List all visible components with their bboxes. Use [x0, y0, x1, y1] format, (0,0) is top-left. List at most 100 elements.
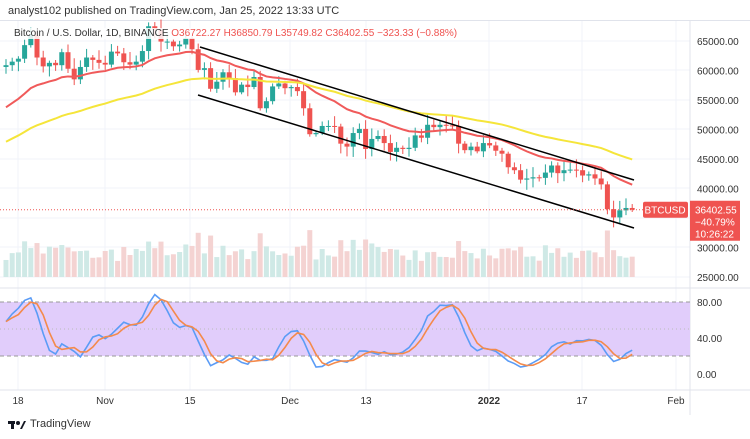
channel-lower-line	[197, 94, 635, 229]
volume-bar	[257, 233, 263, 277]
candle-body	[46, 62, 52, 67]
candle-body	[524, 178, 530, 180]
volume-bar	[629, 256, 635, 277]
candle-body	[468, 146, 474, 151]
candle-body	[325, 125, 331, 127]
candle-body	[71, 68, 77, 80]
candle-body	[28, 35, 34, 46]
volume-bar	[505, 248, 511, 277]
candle-body	[623, 207, 629, 211]
volume-bar	[34, 243, 40, 277]
candle-body	[369, 138, 375, 149]
candle-body	[3, 65, 9, 67]
volume-bar	[164, 255, 170, 277]
volume-bar	[319, 248, 325, 277]
candle-body	[400, 147, 406, 149]
volume-bar	[183, 244, 189, 277]
candle-body	[561, 170, 567, 174]
price-tag-text: −40.79%	[695, 218, 735, 229]
volume-bar	[604, 230, 610, 277]
low-value: L35749.82	[275, 28, 323, 39]
volume-bar	[549, 252, 555, 277]
candle-body	[363, 128, 369, 149]
volume-bar	[598, 257, 604, 277]
tradingview-logo-icon	[8, 421, 26, 429]
ohlc-legend: Bitcoin / U.S. Dollar, 1D, BINANCE O3672…	[14, 28, 458, 39]
volume-bar	[301, 245, 307, 277]
price-tick-label: 60000.00	[697, 67, 739, 78]
volume-bar	[189, 245, 195, 277]
volume-bar	[369, 243, 375, 277]
volume-bar	[251, 251, 257, 277]
symbol-label: Bitcoin / U.S. Dollar, 1D, BINANCE	[14, 28, 169, 39]
candle-body	[530, 177, 536, 179]
volume-bar	[53, 247, 59, 277]
volume-bar	[536, 260, 542, 277]
volume-bar	[338, 240, 344, 277]
volume-bar	[220, 245, 226, 277]
volume-bar	[133, 248, 139, 277]
price-tick-label: 45000.00	[697, 155, 739, 166]
volume-bar	[561, 256, 567, 277]
candle-body	[15, 58, 21, 62]
volume-bar	[170, 254, 176, 277]
time-tick-label: Nov	[96, 396, 114, 407]
volume-bar	[449, 257, 455, 277]
volume-bar	[499, 248, 505, 277]
volume-bar	[294, 246, 300, 277]
volume-bar	[480, 248, 486, 277]
volume-bar	[276, 255, 282, 277]
volume-bar	[344, 251, 350, 277]
volume-bar	[96, 257, 102, 277]
candle-body	[65, 52, 71, 69]
volume-bar	[524, 256, 530, 277]
candle-body	[580, 170, 586, 176]
volume-bar	[3, 259, 9, 277]
volume-bar	[270, 251, 276, 277]
candle-body	[121, 53, 127, 63]
candle-body	[480, 143, 486, 152]
time-tick-label: 2022	[478, 396, 501, 407]
candle-body	[115, 51, 121, 54]
volume-bar	[46, 246, 52, 277]
candle-body	[96, 59, 102, 63]
candle-body	[462, 143, 468, 151]
candle-body	[474, 146, 480, 152]
volume-bar	[226, 255, 232, 277]
candle-body	[34, 35, 40, 58]
candle-body	[387, 143, 393, 152]
volume-bar	[437, 256, 443, 277]
stoch-d-line	[5, 298, 633, 367]
high-value: H36850.79	[223, 28, 273, 39]
volume-bar	[462, 251, 468, 277]
volume-bar	[84, 250, 90, 277]
candle-body	[536, 177, 542, 179]
volume-bar	[77, 251, 83, 277]
candle-body	[294, 87, 300, 92]
volume-bar	[518, 246, 524, 277]
volume-bar	[282, 253, 288, 277]
candle-body	[431, 124, 437, 128]
candle-body	[573, 169, 579, 171]
volume-bar	[108, 249, 114, 277]
candle-body	[604, 184, 610, 210]
candle-body	[282, 83, 288, 89]
volume-bar	[493, 258, 499, 277]
stoch-tick-label: 0.00	[697, 370, 717, 381]
candle-body	[313, 133, 319, 135]
candle-body	[77, 66, 83, 80]
ticker-tag	[643, 201, 688, 218]
volume-bar	[158, 241, 164, 277]
volume-bar	[263, 246, 269, 277]
candle-body	[586, 174, 592, 176]
volume-bar	[431, 251, 437, 277]
volume-bar	[214, 257, 220, 277]
candle-body	[195, 49, 201, 70]
time-tick-label: 18	[12, 396, 24, 407]
volume-bar	[363, 239, 369, 277]
volume-bar	[555, 248, 561, 277]
candle-body	[22, 45, 28, 59]
volume-bar	[611, 250, 617, 277]
candle-body	[251, 76, 257, 88]
